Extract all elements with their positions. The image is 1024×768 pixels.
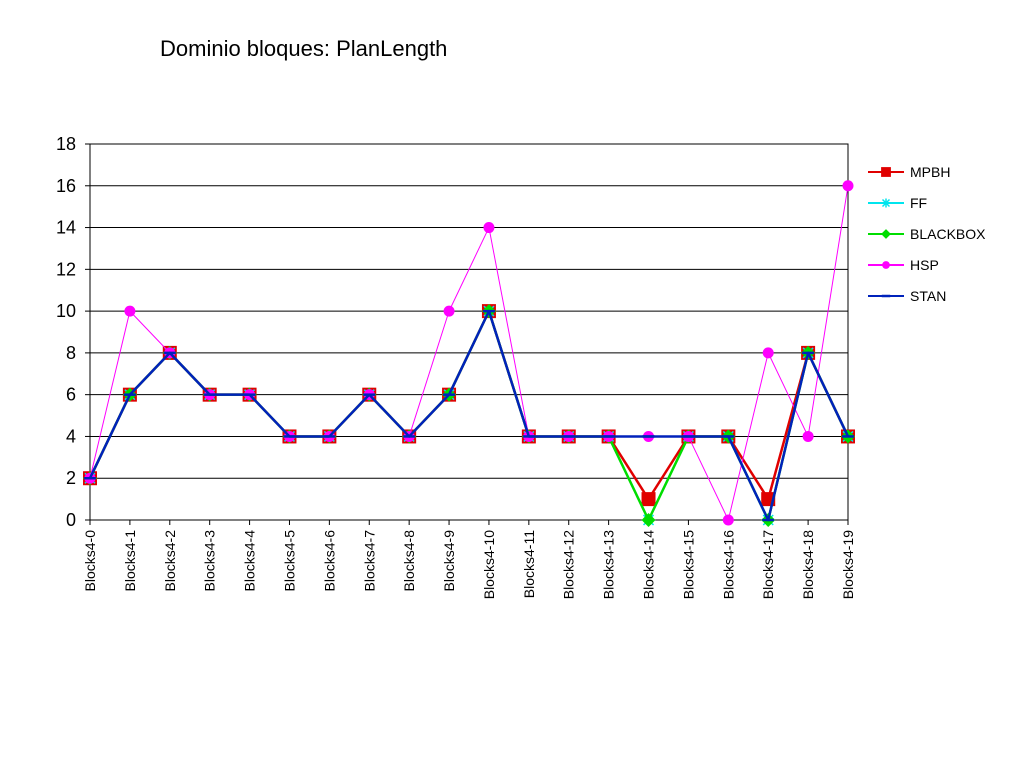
series-stan	[84, 309, 854, 522]
plot-area-frame	[89, 143, 849, 521]
legend-swatch	[868, 166, 904, 177]
x-tick-label: Blocks4-16	[720, 530, 736, 599]
data-point-diamond	[641, 513, 656, 527]
legend-item-ff: FF	[868, 187, 985, 218]
legend-swatch	[868, 198, 904, 207]
legend-label: STAN	[910, 287, 947, 304]
legend-swatch	[868, 294, 904, 297]
y-axis-ticks: 0 2 4 6 8 10 12 14 16 18	[56, 134, 90, 530]
data-point-diamond	[881, 228, 891, 239]
series-line	[88, 309, 850, 501]
y-tick-label: 18	[56, 134, 76, 154]
y-tick-label: 10	[56, 301, 76, 321]
x-tick-label: Blocks4-6	[321, 530, 337, 592]
series-ff	[84, 305, 854, 526]
data-point-circle	[762, 347, 774, 359]
data-point-circle	[483, 222, 495, 234]
legend-label: HSP	[910, 256, 939, 273]
data-point-circle	[124, 305, 136, 317]
data-point-circle	[842, 180, 854, 192]
x-tick-label: Blocks4-19	[840, 530, 856, 599]
legend-label: BLACKBOX	[910, 225, 986, 242]
y-tick-label: 6	[66, 385, 76, 405]
legend-item-hsp: HSP	[868, 249, 985, 280]
series-line	[88, 309, 850, 522]
gridlines	[90, 143, 848, 479]
x-tick-label: Blocks4-13	[601, 530, 617, 599]
series-line	[89, 310, 849, 521]
legend-item-blackbox: BLACKBOX	[868, 218, 985, 249]
y-tick-label: 2	[66, 468, 76, 488]
legend-label: MPBH	[910, 163, 951, 180]
x-tick-label: Blocks4-3	[202, 530, 218, 592]
legend-swatch	[868, 260, 904, 269]
y-tick-label: 0	[66, 510, 76, 530]
x-axis-ticks: Blocks4-0 Blocks4-1 Blocks4-2 Blocks4-3 Bloc…	[82, 520, 856, 599]
series-lines	[83, 180, 855, 527]
x-tick-label: Blocks4-11	[521, 530, 537, 598]
x-tick-label: Blocks4-12	[561, 530, 577, 599]
x-tick-label: Blocks4-7	[361, 530, 377, 592]
x-tick-label: Blocks4-14	[641, 530, 657, 599]
x-tick-label: Blocks4-2	[162, 530, 178, 592]
y-tick-label: 14	[56, 218, 76, 238]
series-blackbox	[83, 304, 855, 527]
x-tick-label: Blocks4-10	[481, 530, 497, 599]
data-point-star	[881, 198, 891, 207]
data-point-circle	[802, 430, 814, 442]
legend-item-mpbh: MPBH	[868, 156, 985, 187]
data-point-square	[641, 492, 656, 507]
x-tick-label: Blocks4-5	[281, 530, 297, 592]
legend-swatch	[868, 228, 904, 239]
y-tick-label: 16	[56, 176, 76, 196]
y-tick-label: 12	[56, 259, 76, 279]
x-tick-label: Blocks4-8	[401, 530, 417, 592]
x-tick-label: Blocks4-4	[242, 530, 258, 592]
y-tick-label: 4	[66, 426, 76, 446]
data-point-square	[881, 166, 891, 177]
y-tick-label: 8	[66, 343, 76, 363]
x-tick-label: Blocks4-0	[82, 530, 98, 592]
legend-label: FF	[910, 194, 928, 211]
x-tick-label: Blocks4-9	[441, 530, 457, 592]
x-tick-label: Blocks4-17	[760, 530, 776, 599]
x-tick-label: Blocks4-18	[800, 530, 816, 599]
chart-title: Dominio bloques: PlanLength	[160, 36, 448, 61]
legend-item-stan: STAN	[868, 280, 985, 311]
data-point-circle	[882, 260, 890, 269]
data-point-circle	[722, 514, 734, 526]
x-tick-label: Blocks4-15	[680, 530, 696, 599]
legend: MPBH FF BLACKBOX HSP STAN	[868, 156, 985, 311]
x-tick-label: Blocks4-1	[122, 530, 138, 592]
series-line	[88, 309, 850, 522]
data-point-circle	[443, 305, 455, 317]
